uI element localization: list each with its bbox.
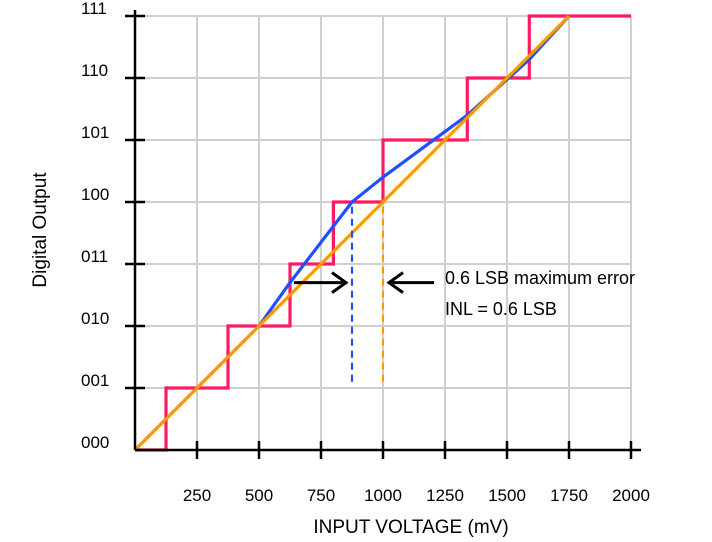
annotation-arrows: [294, 271, 434, 294]
y-tick-label-0: 000: [81, 433, 109, 452]
x-tick-label-5: 1500: [488, 486, 526, 505]
x-tick-label-2: 750: [307, 486, 335, 505]
y-tick-label-5: 101: [81, 123, 109, 142]
y-tick-label-2: 010: [81, 309, 109, 328]
y-tick-label-4: 100: [81, 185, 109, 204]
error-markers: [350, 202, 385, 382]
annotation-line-2: INL = 0.6 LSB: [445, 299, 557, 319]
annotation-line-1: 0.6 LSB maximum error: [445, 268, 635, 288]
arrow-right-head: [386, 271, 404, 294]
y-axis-title: Digital Output: [30, 172, 51, 288]
arrow-left-head: [331, 271, 349, 294]
x-tick-label-6: 1750: [550, 486, 588, 505]
x-tick-label-3: 1000: [364, 486, 402, 505]
x-tick-label-1: 500: [245, 486, 273, 505]
axes: [133, 10, 641, 452]
axis-ticks: 250 500 750 1000 1250 1500 1750 2000 000 001 010 01…: [81, 0, 650, 505]
y-tick-label-1: 001: [81, 371, 109, 390]
y-tick-label-3: 011: [81, 247, 108, 266]
x-tick-label-0: 250: [183, 486, 211, 505]
y-tick-label-6: 110: [81, 61, 108, 80]
x-tick-label-4: 1250: [426, 486, 464, 505]
y-tick-label-7: 111: [81, 0, 107, 18]
x-tick-label-7: 2000: [612, 486, 650, 505]
x-axis-title: INPUT VOLTAGE (mV): [313, 517, 508, 538]
